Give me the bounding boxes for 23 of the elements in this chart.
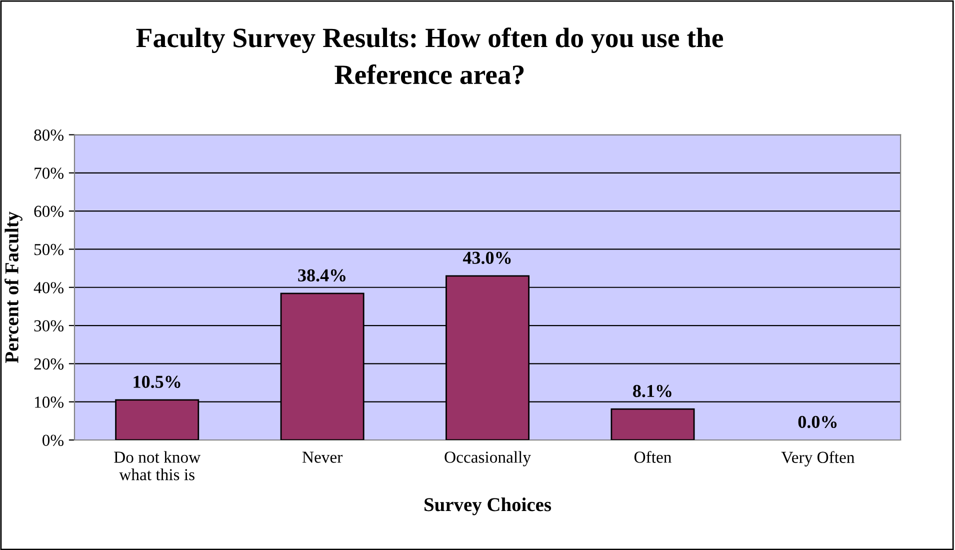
x-tick-label: Occasionally xyxy=(444,451,531,466)
y-tick-label: 0% xyxy=(42,434,64,446)
data-label: 43.0% xyxy=(462,252,511,264)
x-tick-label: Often xyxy=(634,450,672,463)
y-tick-label: 20% xyxy=(34,358,64,370)
y-tick-label: 40% xyxy=(34,282,64,294)
x-axis-title: Survey Choices xyxy=(424,498,552,516)
y-tick-label: 60% xyxy=(34,206,64,218)
y-tick-label: 10% xyxy=(34,396,64,408)
data-label: 8.1% xyxy=(633,384,672,398)
x-tick-label: Never xyxy=(302,452,343,463)
y-axis-title: Percent of Faculty xyxy=(4,212,22,363)
y-tick-label: 80% xyxy=(34,129,64,141)
data-label: 0.0% xyxy=(798,416,837,428)
data-label: 38.4% xyxy=(298,269,346,282)
y-tick-label: 30% xyxy=(34,320,64,332)
bar xyxy=(610,408,695,440)
data-label: 10.5% xyxy=(134,376,180,388)
chart-title: Faculty Survey Results: How often do you use the Reference area? xyxy=(136,28,724,84)
y-tick-label: 70% xyxy=(34,168,64,179)
x-tick-label: Do not know what this is xyxy=(114,451,201,480)
x-tick-label: Very Often xyxy=(781,451,854,466)
y-tick-label: 50% xyxy=(34,244,64,256)
